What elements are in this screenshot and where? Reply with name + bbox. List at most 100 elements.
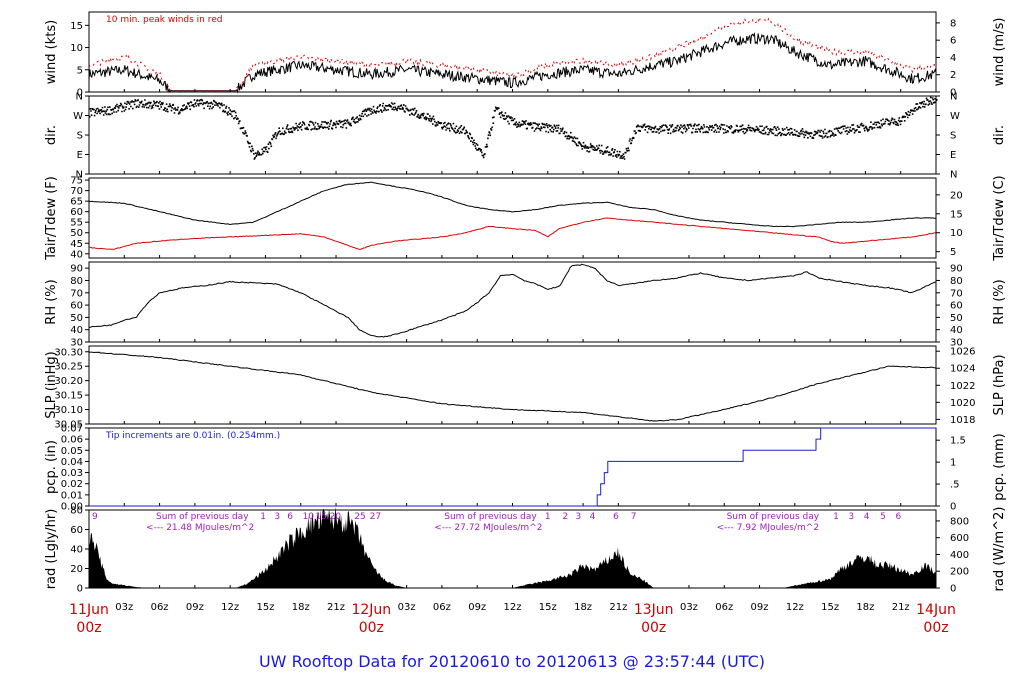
hour-mark-label: 1 [260, 512, 266, 522]
right-tick-label-dir: S [950, 131, 956, 142]
time-tick-label: 15z [256, 602, 274, 613]
right-tick-label-temp: 10 [950, 228, 963, 239]
time-tick-label: 21z [327, 602, 345, 613]
left-tick-label-dir: S [77, 131, 83, 142]
right-tick-label-slp: 1024 [950, 364, 975, 375]
right-tick-label-rh: 70 [950, 288, 963, 299]
time-tick-label: 12z [221, 602, 239, 613]
ylabel-left-slp: SLP (inHg) [44, 351, 59, 419]
hour-mark-label: 25 [354, 512, 365, 522]
left-tick-label-rh: 40 [70, 325, 83, 336]
left-tick-label-wind: 0 [77, 88, 83, 99]
left-tick-label-slp: 30.05 [54, 420, 83, 431]
hour-mark-label: 3 [575, 512, 581, 522]
series-temp-Tdew [88, 217, 937, 251]
time-tick-label: 03z [398, 602, 416, 613]
ylabel-left-rh: RH (%) [44, 279, 59, 324]
hour-mark-label: 1 [545, 512, 551, 522]
ylabel-right-pcp: pcp. (mm) [992, 433, 1007, 500]
left-tick-label-slp: 30.20 [54, 376, 83, 387]
time-tick-label: 06z [433, 602, 451, 613]
left-tick-label-temp: 45 [70, 239, 83, 250]
left-tick-label-temp: 65 [70, 197, 83, 208]
time-tick-label: 21z [892, 602, 910, 613]
right-tick-label-rh: 80 [950, 276, 963, 287]
hour-mark-label: 27 [370, 512, 381, 522]
hour-mark-label: 1 [833, 512, 839, 522]
date-time-label: 00z [359, 620, 384, 636]
right-tick-label-rad: 400 [950, 550, 969, 561]
hour-mark-label: 3 [848, 512, 854, 522]
left-tick-label-rad: 80 [70, 506, 83, 517]
right-tick-label-rad: 0 [950, 584, 956, 595]
time-tick-label: 03z [680, 602, 698, 613]
time-tick-label: 15z [539, 602, 557, 613]
series-wind-peak [88, 17, 937, 93]
series-rh-RH [89, 263, 937, 338]
hour-mark-label: 4 [864, 512, 870, 522]
time-tick-label: 12z [504, 602, 522, 613]
panel-frame-temp [88, 177, 937, 259]
daily-sum-line1: Sum of previous day [156, 512, 249, 522]
date-label: 11Jun [69, 602, 109, 618]
time-tick-label: 09z [751, 602, 769, 613]
date-label: 14Jun [916, 602, 956, 618]
hour-mark-label: 7 [631, 512, 637, 522]
time-tick-label: 12z [786, 602, 804, 613]
left-tick-label-temp: 75 [70, 176, 83, 187]
ylabel-right-slp: SLP (hPa) [992, 354, 1007, 415]
right-tick-label-temp: 15 [950, 209, 963, 220]
right-tick-label-rad: 800 [950, 516, 969, 527]
date-time-label: 00z [641, 620, 666, 636]
right-tick-label-temp: 5 [950, 247, 956, 258]
left-tick-label-temp: 70 [70, 186, 83, 197]
left-tick-label-temp: 50 [70, 228, 83, 239]
right-tick-label-rad: 600 [950, 533, 969, 544]
left-tick-label-dir: N [76, 92, 83, 103]
series-slp-SLP [89, 351, 937, 422]
series-rad-rad [89, 506, 936, 588]
left-tick-label-pcp: 0.02 [61, 479, 83, 490]
left-tick-label-rad: 60 [70, 525, 83, 536]
left-tick-label-pcp: 0.03 [61, 468, 83, 479]
time-tick-label: 09z [186, 602, 204, 613]
left-tick-label-temp: 60 [70, 207, 83, 218]
left-tick-label-rh: 60 [70, 301, 83, 312]
ylabel-right-temp: Tair/Tdew (C) [992, 175, 1007, 261]
right-tick-label-wind: 8 [950, 18, 956, 29]
ylabel-right-rh: RH (%) [992, 279, 1007, 324]
left-tick-label-temp: 55 [70, 218, 83, 229]
daily-sum-line2: <--- 27.72 MJoules/m^2 [434, 523, 542, 533]
series-pcp-pcp [89, 427, 936, 507]
left-tick-label-pcp: 0.04 [61, 457, 83, 468]
left-tick-label-dir: W [73, 111, 83, 122]
right-tick-label-rad: 200 [950, 567, 969, 578]
date-label: 13Jun [634, 602, 674, 618]
time-tick-label: 21z [609, 602, 627, 613]
time-tick-label: 18z [574, 602, 592, 613]
time-tick-label: 15z [821, 602, 839, 613]
hour-mark-label: 6 [895, 512, 901, 522]
daily-sum-line1: Sum of previous day [727, 512, 820, 522]
left-tick-label-rh: 50 [70, 313, 83, 324]
right-tick-label-pcp: 0 [950, 502, 956, 513]
left-tick-label-wind: 15 [70, 21, 83, 32]
left-tick-label-pcp: 0.06 [61, 435, 83, 446]
right-tick-label-pcp: .5 [950, 480, 960, 491]
left-tick-label-rh: 70 [70, 288, 83, 299]
right-tick-label-slp: 1022 [950, 381, 975, 392]
panel-frame-slp [88, 345, 937, 425]
right-tick-label-slp: 1020 [950, 398, 975, 409]
left-tick-label-dir: E [77, 150, 83, 161]
right-tick-label-temp: 20 [950, 190, 963, 201]
left-tick-label-pcp: 0.05 [61, 446, 83, 457]
hour-mark-label: 6 [613, 512, 619, 522]
left-tick-label-dir: N [76, 170, 83, 181]
left-tick-label-wind: 10 [70, 43, 83, 54]
ylabel-right-rad: rad (W/m^2) [992, 507, 1007, 592]
ylabel-left-rad: rad (Lgly/hr) [44, 509, 59, 590]
hour-mark-label: 20 [330, 512, 342, 522]
right-tick-label-rh: 40 [950, 325, 963, 336]
left-tick-label-rh: 30 [70, 338, 83, 349]
